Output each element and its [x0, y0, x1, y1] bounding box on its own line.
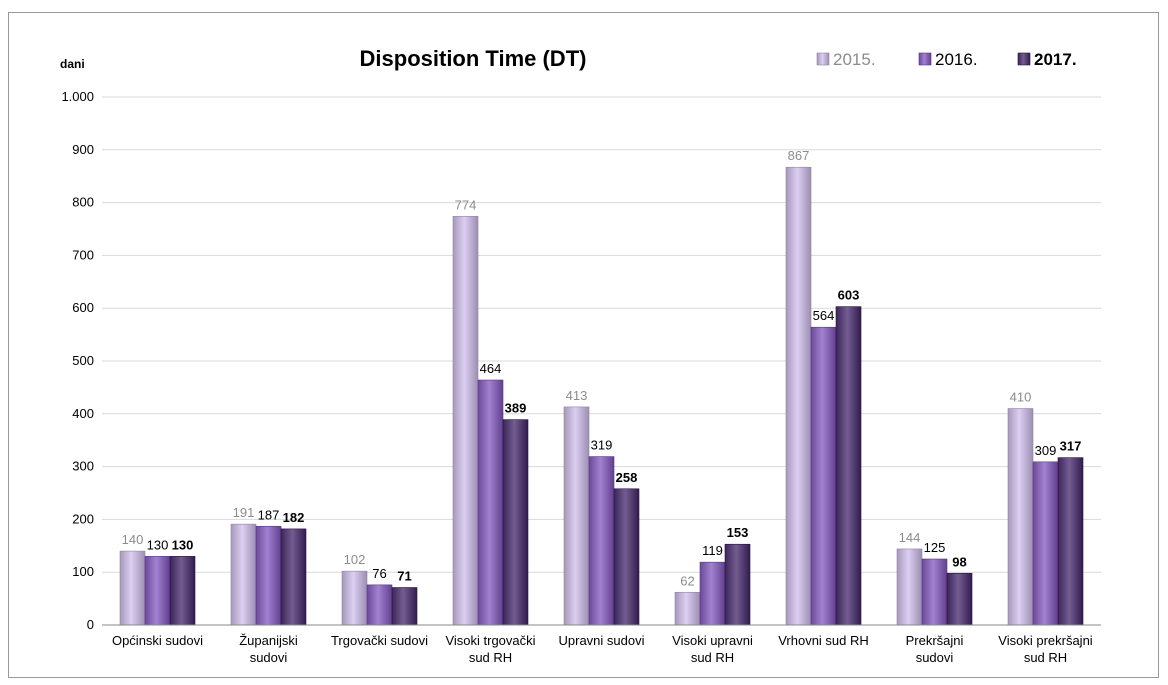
y-axis-label: dani — [60, 57, 85, 71]
y-tick-label: 200 — [72, 511, 94, 526]
bars — [119, 166, 1084, 626]
bar — [921, 558, 948, 626]
data-label: 410 — [1010, 390, 1032, 405]
data-label: 119 — [702, 543, 723, 558]
bar — [810, 326, 837, 626]
x-tick-label: Županijski sudovi — [239, 633, 298, 665]
bar — [502, 419, 529, 626]
legend-label: 2015. — [833, 50, 876, 69]
y-tick-label: 400 — [72, 406, 94, 421]
x-tick-label: Općinski sudovi — [112, 633, 203, 648]
bar — [835, 306, 862, 626]
bar — [1057, 457, 1084, 626]
data-label: 144 — [899, 530, 921, 545]
bar — [613, 488, 640, 626]
y-tick-label: 800 — [72, 195, 94, 210]
data-label: 62 — [680, 573, 694, 588]
data-label: 191 — [233, 505, 255, 520]
data-label: 389 — [505, 401, 527, 416]
bar — [1007, 408, 1034, 626]
bar — [946, 572, 973, 626]
y-tick-label: 1.000 — [61, 89, 94, 104]
legend-swatch — [816, 52, 830, 66]
bar — [477, 379, 504, 626]
bar — [169, 556, 196, 626]
data-label: 319 — [591, 438, 613, 453]
bar — [144, 556, 171, 626]
data-label: 464 — [480, 361, 502, 376]
y-tick-label: 300 — [72, 459, 94, 474]
data-label: 102 — [344, 552, 366, 567]
data-label: 71 — [397, 569, 411, 584]
x-tick-label: Visoki trgovački sud RH — [445, 633, 535, 665]
x-tick-label: Prekršajni sudovi — [906, 633, 964, 665]
y-tick-label: 100 — [72, 564, 94, 579]
bar — [366, 584, 393, 626]
bar — [280, 528, 307, 626]
data-label: 413 — [566, 388, 588, 403]
data-label: 153 — [727, 525, 749, 540]
bar — [724, 543, 751, 626]
legend: 2015. 2016. 2017. — [816, 50, 1077, 69]
data-label: 258 — [616, 470, 638, 485]
data-label: 140 — [122, 532, 144, 547]
x-tick-label: Upravni sudovi — [559, 633, 645, 648]
bar — [119, 550, 146, 626]
data-label: 130 — [147, 537, 169, 552]
bar — [785, 166, 812, 626]
data-label: 130 — [172, 537, 194, 552]
bar — [896, 548, 923, 626]
legend-swatch — [1017, 52, 1031, 66]
x-tick-label: Visoki upravni sud RH — [672, 633, 753, 665]
bar — [699, 561, 726, 626]
bar — [391, 587, 418, 626]
data-label: 187 — [258, 507, 280, 522]
data-label: 867 — [788, 148, 810, 163]
data-label: 76 — [372, 566, 386, 581]
bar — [1032, 461, 1059, 626]
bar — [230, 523, 257, 626]
data-label: 317 — [1060, 439, 1082, 454]
y-axis-ticks: 0 100 200 300 400 500 600 700 800 900 1.000 — [61, 89, 94, 632]
bar — [341, 570, 368, 626]
x-axis-categories: Općinski sudovi Županijski sudovi Trgovački… — [112, 633, 1093, 665]
x-tick-label: Trgovački sudovi — [331, 633, 428, 648]
bar — [674, 591, 701, 626]
y-tick-label: 0 — [87, 617, 94, 632]
bar — [452, 216, 479, 626]
bar — [588, 456, 615, 626]
bar — [255, 525, 282, 626]
data-label: 564 — [813, 308, 835, 323]
data-label: 125 — [924, 540, 946, 555]
data-label: 182 — [283, 510, 305, 525]
chart-title: Disposition Time (DT) — [360, 46, 587, 71]
y-tick-label: 500 — [72, 353, 94, 368]
data-label: 603 — [838, 288, 860, 303]
data-label: 774 — [455, 197, 477, 212]
legend-label: 2017. — [1034, 50, 1077, 69]
legend-label: 2016. — [935, 50, 978, 69]
bar — [563, 406, 590, 626]
y-tick-label: 600 — [72, 300, 94, 315]
y-tick-label: 700 — [72, 247, 94, 262]
x-tick-label: Vrhovni sud RH — [778, 633, 869, 648]
y-tick-label: 900 — [72, 142, 94, 157]
data-label: 98 — [952, 554, 966, 569]
legend-swatch — [918, 52, 932, 66]
x-tick-label: Visoki prekršajni sud RH — [998, 633, 1093, 665]
data-label: 309 — [1035, 443, 1057, 458]
